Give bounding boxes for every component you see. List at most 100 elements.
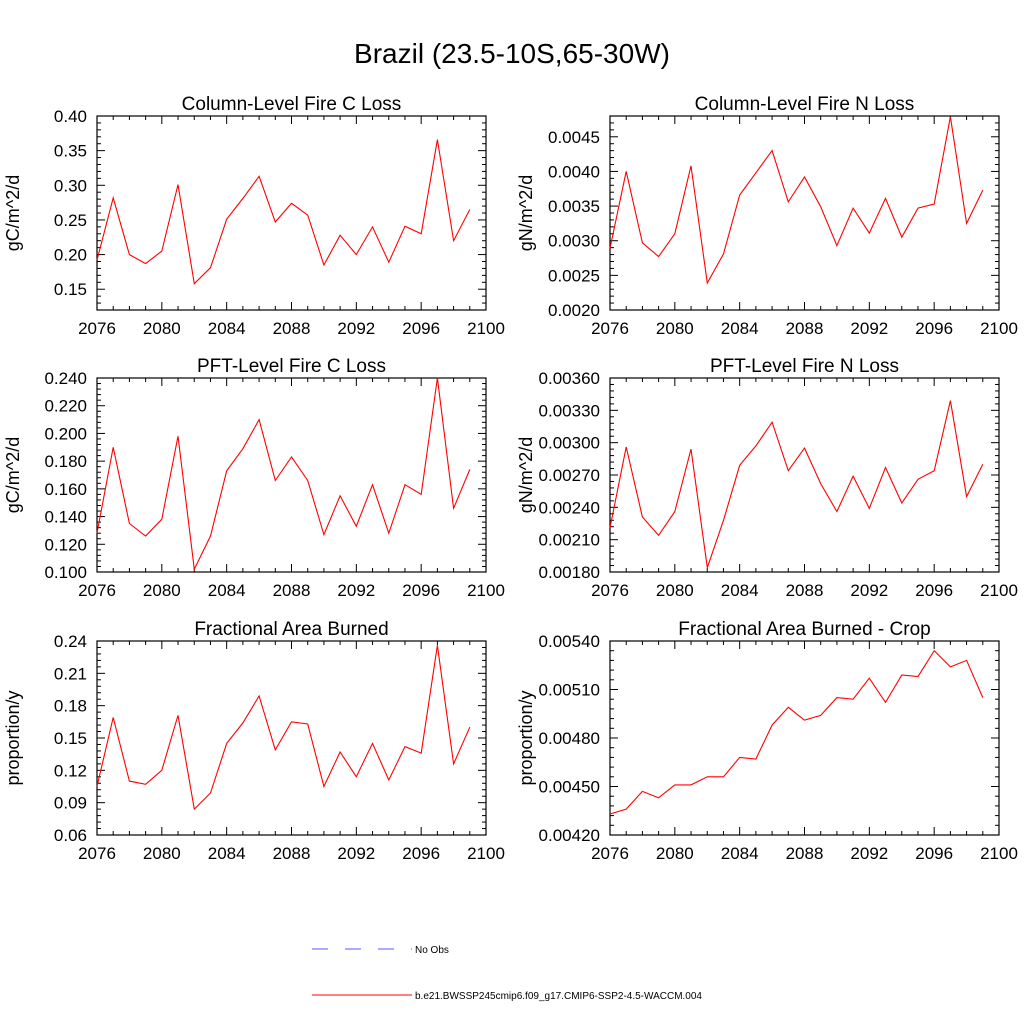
y-tick-label: 0.200	[44, 424, 87, 443]
y-tick-label: 0.100	[44, 563, 87, 582]
y-tick-label: 0.15	[54, 729, 87, 748]
x-tick-label: 2080	[656, 581, 694, 600]
y-axis-label: proportion/y	[3, 690, 23, 785]
y-tick-label: 0.0045	[548, 128, 600, 147]
x-tick-label: 2092	[850, 319, 888, 338]
x-tick-label: 2076	[78, 581, 116, 600]
x-tick-label: 2096	[915, 844, 953, 863]
y-tick-label: 0.180	[44, 452, 87, 471]
figure-title: Brazil (23.5-10S,65-30W)	[354, 38, 670, 69]
y-tick-label: 0.20	[54, 246, 87, 265]
x-tick-label: 2100	[980, 581, 1018, 600]
y-tick-label: 0.0040	[548, 162, 600, 181]
y-tick-label: 0.00240	[539, 498, 600, 517]
panel-title: PFT-Level Fire C Loss	[197, 356, 386, 377]
y-tick-label: 0.12	[54, 761, 87, 780]
x-tick-label: 2080	[143, 581, 181, 600]
y-tick-label: 0.00420	[539, 826, 600, 845]
chart-panel-5: Fractional Area Burned proportion/y 2076 20…	[3, 619, 505, 863]
y-tick-label: 0.00360	[539, 369, 600, 388]
x-tick-label: 2080	[656, 844, 694, 863]
x-tick-label: 2084	[721, 581, 759, 600]
y-tick-label: 0.00330	[539, 401, 600, 420]
plot-frame	[609, 640, 1000, 836]
panel-title: Column-Level Fire N Loss	[695, 94, 915, 115]
y-tick-label: 0.220	[44, 397, 87, 416]
x-tick-label: 2076	[591, 581, 629, 600]
x-tick-label: 2088	[273, 319, 311, 338]
chart-panel-2: Column-Level Fire N Loss gN/m^2/d 2076 2080…	[516, 94, 1018, 338]
y-tick-label: 0.21	[54, 664, 87, 683]
y-axis-label: gN/m^2/d	[516, 437, 536, 513]
x-tick-label: 2076	[591, 319, 629, 338]
y-tick-label: 0.00180	[539, 563, 600, 582]
x-tick-label: 2092	[337, 844, 375, 863]
y-axis-label: gN/m^2/d	[516, 175, 536, 251]
y-tick-label: 0.25	[54, 211, 87, 230]
x-tick-label: 2096	[402, 844, 440, 863]
x-tick-label: 2084	[721, 844, 759, 863]
x-tick-label: 2088	[786, 319, 824, 338]
y-tick-label: 0.30	[54, 176, 87, 195]
y-tick-label: 0.18	[54, 697, 87, 716]
x-tick-label: 2088	[273, 844, 311, 863]
series-line	[96, 645, 471, 811]
chart-panel-1: Column-Level Fire C Loss gC/m^2/d 2076 2080…	[3, 94, 505, 338]
x-tick-label: 2096	[915, 319, 953, 338]
y-axis-label: gC/m^2/d	[3, 437, 23, 513]
y-tick-label: 0.09	[54, 794, 87, 813]
y-tick-label: 0.160	[44, 480, 87, 499]
x-tick-label: 2092	[337, 581, 375, 600]
series-line	[609, 649, 984, 815]
legend-no-obs-label: No Obs	[415, 945, 449, 956]
x-tick-label: 2076	[78, 319, 116, 338]
panel-title: Fractional Area Burned - Crop	[678, 619, 930, 640]
y-tick-label: 0.00540	[539, 632, 600, 651]
series-line	[609, 116, 984, 285]
y-tick-label: 0.140	[44, 508, 87, 527]
y-tick-label: 0.00210	[539, 531, 600, 550]
y-tick-label: 0.0025	[548, 266, 600, 285]
x-tick-label: 2076	[78, 844, 116, 863]
x-tick-label: 2084	[208, 319, 246, 338]
x-tick-label: 2096	[402, 581, 440, 600]
y-axis-label: proportion/y	[516, 690, 536, 785]
x-tick-label: 2100	[980, 319, 1018, 338]
y-tick-label: 0.00450	[539, 778, 600, 797]
chart-panel-4: PFT-Level Fire N Loss gN/m^2/d 2076 2080 208…	[516, 356, 1018, 600]
panel-title: PFT-Level Fire N Loss	[710, 356, 899, 377]
series-line	[609, 400, 984, 568]
series-line	[96, 377, 471, 572]
x-tick-label: 2096	[402, 319, 440, 338]
legend-model-label: b.e21.BWSSP245cmip6.f09_g17.CMIP6-SSP2-4…	[415, 991, 702, 1002]
x-tick-label: 2084	[208, 581, 246, 600]
legend: No Obs b.e21.BWSSP245cmip6.f09_g17.CMIP6-…	[312, 945, 702, 1002]
x-tick-label: 2096	[915, 581, 953, 600]
x-tick-label: 2080	[656, 319, 694, 338]
y-tick-label: 0.00270	[539, 466, 600, 485]
y-tick-label: 0.35	[54, 142, 87, 161]
y-tick-label: 0.06	[54, 826, 87, 845]
x-tick-label: 2100	[467, 319, 505, 338]
y-axis-label: gC/m^2/d	[3, 175, 23, 251]
y-tick-label: 0.24	[54, 632, 87, 651]
chart-panel-3: PFT-Level Fire C Loss gC/m^2/d 2076 2080 208…	[3, 356, 505, 600]
x-tick-label: 2076	[591, 844, 629, 863]
x-tick-label: 2080	[143, 844, 181, 863]
plot-frame	[96, 115, 487, 311]
panel-title: Column-Level Fire C Loss	[182, 94, 402, 115]
x-tick-label: 2100	[980, 844, 1018, 863]
y-tick-label: 0.00510	[539, 681, 600, 700]
y-tick-label: 0.240	[44, 369, 87, 388]
y-tick-label: 0.120	[44, 535, 87, 554]
plot-frame	[96, 377, 487, 573]
x-tick-label: 2084	[721, 319, 759, 338]
chart-panel-6: Fractional Area Burned - Crop proportion/…	[516, 619, 1018, 863]
y-tick-label: 0.0030	[548, 232, 600, 251]
plot-frame	[96, 640, 487, 836]
x-tick-label: 2088	[786, 844, 824, 863]
panel-title: Fractional Area Burned	[194, 619, 388, 640]
x-tick-label: 2088	[273, 581, 311, 600]
x-tick-label: 2080	[143, 319, 181, 338]
